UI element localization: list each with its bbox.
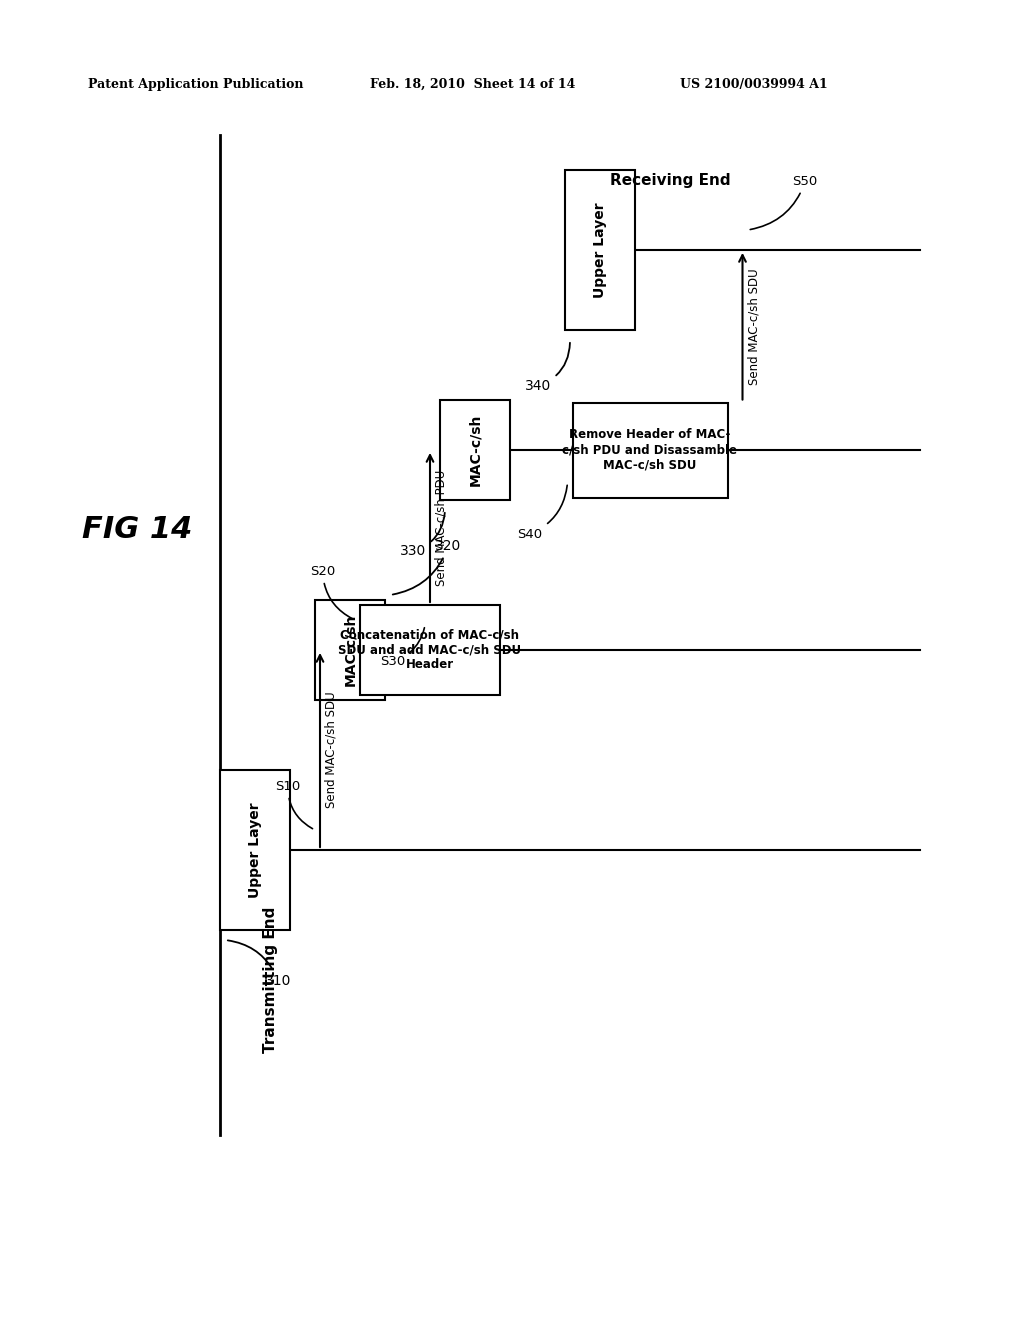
Text: Patent Application Publication: Patent Application Publication — [88, 78, 303, 91]
Text: S30: S30 — [380, 628, 424, 668]
Text: MAC-c/sh: MAC-c/sh — [343, 614, 357, 686]
Bar — [572, 403, 727, 498]
Text: 310: 310 — [227, 940, 292, 987]
Text: 340: 340 — [525, 343, 570, 393]
Text: Feb. 18, 2010  Sheet 14 of 14: Feb. 18, 2010 Sheet 14 of 14 — [370, 78, 575, 91]
Text: Send MAC-c/sh SDU: Send MAC-c/sh SDU — [325, 692, 338, 808]
Text: Concatenation of MAC-c/sh
SDU and add MAC-c/sh SDU
Header: Concatenation of MAC-c/sh SDU and add MA… — [339, 628, 521, 672]
Text: US 2100/0039994 A1: US 2100/0039994 A1 — [680, 78, 827, 91]
Text: Receiving End: Receiving End — [609, 173, 730, 187]
Text: 320: 320 — [393, 539, 461, 594]
Bar — [220, 770, 290, 931]
Bar — [360, 605, 500, 696]
Text: 330: 330 — [400, 512, 444, 558]
Text: Remove Header of MAC-
c/sh PDU and Disassamble
MAC-c/sh SDU: Remove Header of MAC- c/sh PDU and Disas… — [562, 429, 737, 471]
Text: Upper Layer: Upper Layer — [248, 803, 262, 898]
Text: Transmitting End: Transmitting End — [262, 907, 278, 1053]
Text: FIG 14: FIG 14 — [82, 516, 193, 544]
Text: S40: S40 — [517, 486, 567, 540]
Text: S50: S50 — [751, 176, 818, 230]
Bar — [565, 170, 635, 330]
Text: Upper Layer: Upper Layer — [593, 202, 607, 298]
Text: S20: S20 — [310, 565, 352, 619]
Text: Send MAC-c/sh SDU: Send MAC-c/sh SDU — [748, 268, 761, 384]
Bar — [440, 400, 510, 500]
Text: S10: S10 — [275, 780, 312, 829]
Text: Send MAC-c/sh PDU: Send MAC-c/sh PDU — [435, 470, 449, 586]
Bar — [315, 601, 385, 700]
Text: MAC-c/sh: MAC-c/sh — [468, 413, 482, 486]
